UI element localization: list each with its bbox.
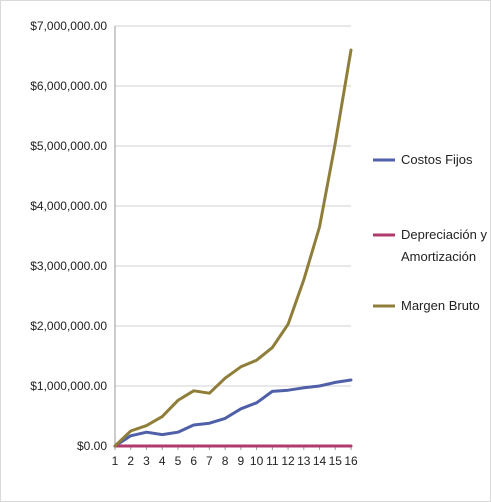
y-tick-label: $5,000,000.00 xyxy=(30,139,107,153)
grid-lines xyxy=(115,25,351,387)
series-line xyxy=(113,378,353,448)
y-tick-label: $3,000,000.00 xyxy=(30,259,107,273)
y-tick-label: $2,000,000.00 xyxy=(30,319,107,333)
x-tick-label: 13 xyxy=(297,454,311,468)
series-line xyxy=(113,48,353,448)
legend-label: Costos Fijos xyxy=(401,152,473,167)
y-tick-label: $7,000,000.00 xyxy=(30,19,107,33)
y-tick-label: $4,000,000.00 xyxy=(30,199,107,213)
x-tick-label: 11 xyxy=(266,454,279,468)
x-tick-label: 12 xyxy=(281,454,295,468)
x-tick-label: 4 xyxy=(159,454,166,468)
x-tick-label: 16 xyxy=(344,454,358,468)
x-tick-label: 9 xyxy=(238,454,245,468)
legend: Costos Fijos Depreciación y Amortización Ma… xyxy=(373,152,487,313)
x-tick-label: 2 xyxy=(127,454,134,468)
y-tick-label: $0.00 xyxy=(77,439,107,453)
x-tick-label: 14 xyxy=(313,454,327,468)
x-tick-label: 15 xyxy=(329,454,343,468)
y-tick-labels: $0.00 $1,000,000.00 $2,000,000.00 $3,000,00… xyxy=(30,19,107,453)
x-tick-label: 8 xyxy=(222,454,229,468)
y-tick-label: $1,000,000.00 xyxy=(30,379,107,393)
y-tick-label: $6,000,000.00 xyxy=(30,79,107,93)
x-tick-labels: 1 2 3 4 5 6 7 8 9 10 11 12 13 14 15 16 xyxy=(112,454,358,468)
x-tick-label: 1 xyxy=(112,454,119,468)
x-tick-label: 6 xyxy=(190,454,197,468)
x-tick-label: 10 xyxy=(250,454,264,468)
legend-label: Margen Bruto xyxy=(401,298,480,313)
x-tick-label: 5 xyxy=(175,454,182,468)
x-tick-label: 7 xyxy=(206,454,213,468)
series-lines xyxy=(113,48,353,448)
x-tick-label: 3 xyxy=(143,454,150,468)
legend-label: Depreciación y Amortización xyxy=(401,227,487,264)
